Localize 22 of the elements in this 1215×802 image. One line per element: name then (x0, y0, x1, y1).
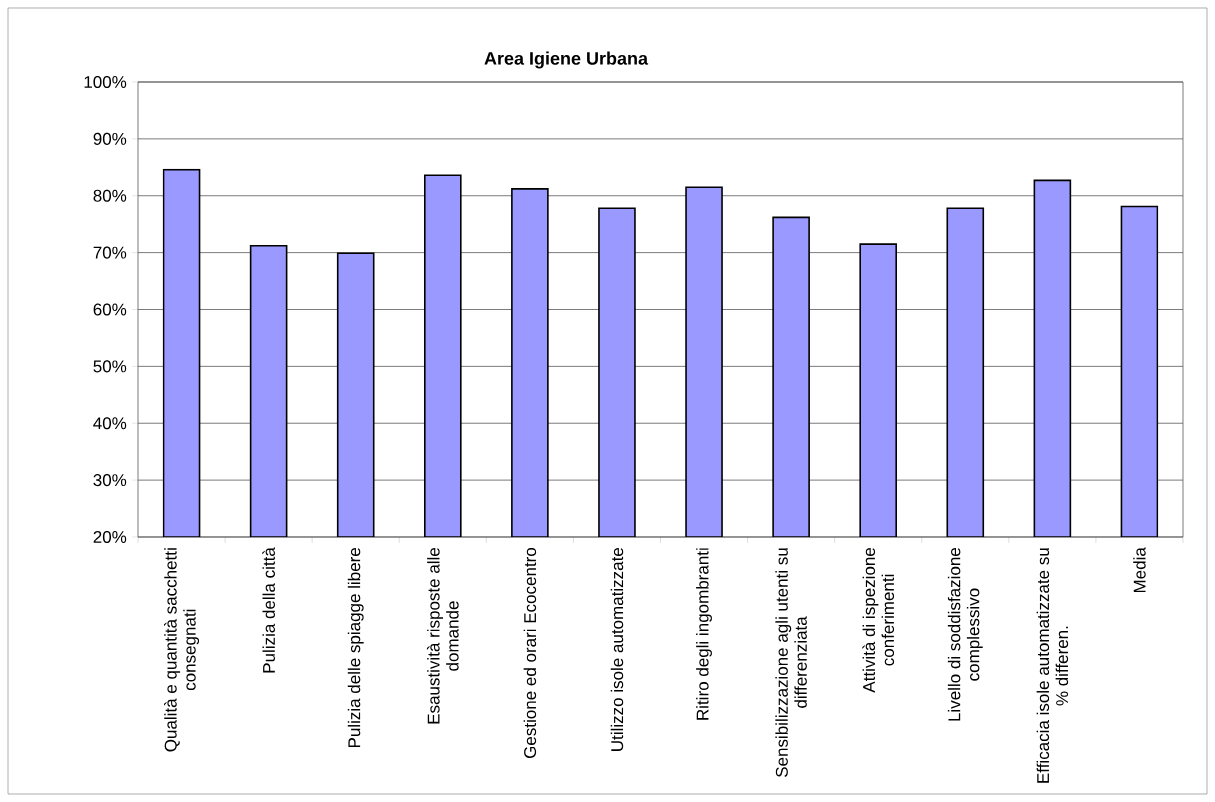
x-tick-label: Sensibilizzazione agli utenti su differenziata (775, 548, 807, 777)
y-tick-label: 50% (93, 360, 127, 373)
x-tick-label: Pulizia della città (262, 547, 275, 673)
x-tick-label: Ritiro degli ingombranti (696, 548, 712, 720)
y-tick-label: 90% (93, 132, 127, 145)
x-tick-label: Utilizzo isole automatizzate (610, 547, 624, 751)
x-tick-label: Efficacia isole automatizzate su % differen. (1036, 548, 1069, 783)
y-tick-label: 40% (93, 417, 127, 430)
y-tick-label: 70% (93, 246, 127, 259)
y-tick-label: 20% (93, 530, 127, 544)
x-tick-label: Gestione ed orari Ecocentro (523, 547, 537, 758)
x-tick-label: Esaustività risposte alle domande (426, 547, 459, 724)
x-tick-label: Attività di ispezione conferimenti (862, 547, 895, 693)
y-tick-label: 100% (84, 75, 127, 89)
x-tick-label: Livello di soddisfazione complessivo (947, 547, 983, 721)
y-tick-label: 80% (93, 189, 127, 202)
x-tick-label: Qualità e quantità sacchetti consegnati (164, 548, 200, 752)
y-tick-label: 60% (93, 303, 127, 316)
x-tick-label: Pulizia delle spiagge libere (347, 548, 364, 748)
x-tick-label: Media (1133, 547, 1146, 593)
chart-title: Area Igiene Urbana (484, 51, 649, 69)
y-tick-label: 30% (93, 474, 127, 487)
